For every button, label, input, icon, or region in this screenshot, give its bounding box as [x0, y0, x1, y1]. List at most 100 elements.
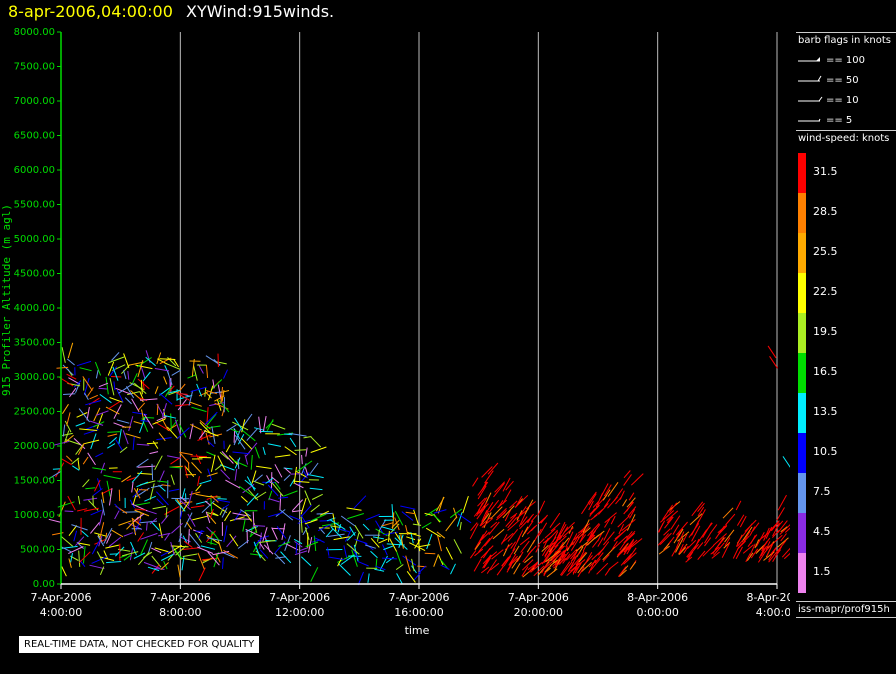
wind-barb [118, 382, 134, 394]
wind-barb [319, 510, 330, 516]
wind-barb [613, 529, 626, 542]
wind-barb [524, 499, 534, 515]
wind-barb [457, 513, 472, 524]
wind-barb [409, 542, 426, 552]
wind-barb [378, 538, 388, 544]
wind-barb [337, 523, 342, 533]
y-tick-label: 6000.00 [14, 165, 55, 176]
wind-barb [525, 501, 536, 510]
wind-barb [433, 509, 447, 514]
barb-symbol-icon [798, 75, 822, 82]
wind-barb [205, 413, 217, 427]
wind-barb [77, 442, 85, 456]
wind-barb [61, 566, 67, 577]
wind-barb [197, 364, 204, 374]
wind-barb [78, 408, 90, 423]
wind-barb [303, 436, 312, 439]
wind-barb [196, 383, 203, 397]
wind-barb [71, 457, 80, 465]
speed-swatch [798, 233, 806, 273]
wind-barb [294, 482, 304, 489]
wind-barb [233, 459, 248, 467]
wind-barb [491, 549, 504, 560]
wind-barb [178, 423, 187, 438]
wind-barb [310, 436, 322, 448]
speed-swatch [798, 393, 806, 433]
wind-barb [182, 547, 200, 550]
wind-barb [86, 406, 90, 421]
wind-barb [209, 508, 214, 519]
wind-barb [158, 470, 165, 483]
wind-barb [156, 352, 162, 365]
wind-barb [197, 546, 214, 554]
wind-barb [501, 556, 510, 567]
wind-barb [353, 495, 367, 509]
speed-label: 1.5 [813, 565, 831, 578]
wind-barb [626, 530, 633, 539]
wind-barb [78, 551, 91, 564]
x-tick-label-time: 4:00:00 [40, 606, 82, 619]
wind-barb [123, 554, 132, 561]
wind-barb [64, 510, 74, 512]
wind-barb [254, 446, 260, 459]
wind-barb [592, 539, 599, 548]
wind-barb [145, 356, 156, 367]
wind-barb [480, 517, 492, 527]
y-tick-label: 4500.00 [14, 269, 55, 280]
x-tick-label-date: 7-Apr-2006 [30, 591, 91, 604]
wind-barb [92, 467, 106, 471]
wind-barb [204, 411, 218, 426]
wind-barb [524, 520, 534, 534]
wind-barb [623, 470, 631, 479]
wind-barb [672, 524, 680, 535]
wind-barb [255, 550, 266, 562]
wind-barb [210, 454, 216, 472]
wind-barb [206, 526, 215, 535]
wind-barb [623, 474, 632, 486]
wind-barb [134, 508, 147, 511]
wind-barb [314, 537, 325, 543]
wind-barb [604, 518, 611, 528]
wind-barb [437, 535, 442, 552]
wind-barb [179, 499, 191, 511]
wind-barb [276, 526, 287, 539]
wind-barb [346, 507, 362, 511]
wind-barb [241, 429, 256, 442]
wind-barb [179, 452, 190, 464]
wind-barb [746, 552, 754, 561]
wind-barb [259, 540, 276, 543]
wind-barb [472, 477, 479, 487]
wind-barb [195, 493, 209, 498]
wind-barb [302, 470, 308, 479]
wind-barb [545, 550, 560, 563]
wind-barb [411, 558, 415, 572]
wind-barb [150, 520, 160, 531]
wind-barb [193, 365, 198, 381]
data-source-path: iss-mapr/prof915h [796, 601, 896, 618]
wind-barb [400, 534, 404, 549]
wind-barb [479, 531, 490, 542]
wind-barb [557, 524, 567, 539]
wind-barb [140, 539, 148, 556]
wind-barb [603, 531, 615, 546]
wind-barb [490, 521, 498, 528]
wind-barb [94, 538, 107, 545]
wind-barb [450, 563, 456, 575]
wind-barb [230, 428, 240, 433]
wind-barb [281, 523, 286, 540]
wind-barb [400, 505, 416, 510]
speed-label: 16.5 [813, 365, 838, 378]
wind-barb [626, 497, 636, 508]
wind-barb [78, 550, 81, 567]
wind-barb [184, 465, 188, 479]
wind-barb [234, 468, 238, 481]
wind-barb [179, 393, 188, 395]
wind-barb [770, 547, 777, 555]
wind-barb [133, 421, 144, 425]
wind-barb [132, 436, 135, 451]
wind-barb [493, 482, 505, 498]
wind-barb [65, 455, 73, 462]
wind-barb [274, 552, 286, 565]
wind-barb [98, 535, 103, 547]
wind-barb [772, 522, 780, 537]
